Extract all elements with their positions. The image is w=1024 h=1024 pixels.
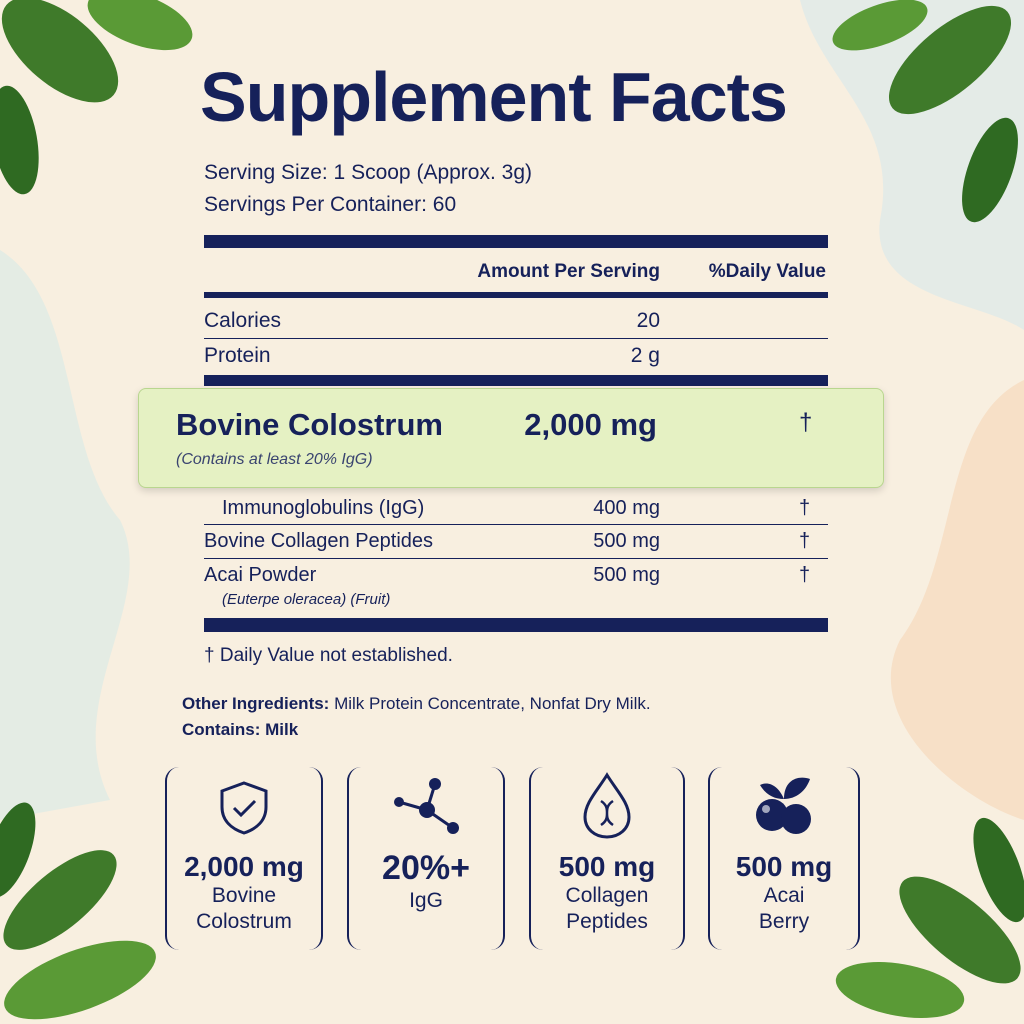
badge-label: Colostrum xyxy=(196,910,292,933)
badge-value: 2,000 mg xyxy=(184,851,304,882)
row-name: Calories xyxy=(204,309,282,332)
badge-value: 500 mg xyxy=(735,851,833,882)
badge: 20%+ IgG xyxy=(347,767,505,950)
badge-label: Collagen xyxy=(565,884,649,907)
row-name: Bovine Colostrum xyxy=(176,407,443,442)
molecule-icon xyxy=(394,778,459,834)
divider xyxy=(204,375,828,386)
row-amount: 500 mg xyxy=(593,530,660,552)
badge-label: Peptides xyxy=(566,910,648,933)
row-name: Immunoglobulins (IgG) xyxy=(222,497,425,519)
row-amount: 2,000 mg xyxy=(524,407,657,442)
divider xyxy=(204,618,828,632)
text: Milk Protein Concentrate, Nonfat Dry Mil… xyxy=(334,694,651,713)
badge-label: IgG xyxy=(409,889,443,912)
row-note: (Euterpe oleracea) (Fruit) xyxy=(222,591,391,608)
divider xyxy=(204,338,828,339)
badge: 2,000 mg Bovine Colostrum xyxy=(165,767,323,950)
row-amount: 20 xyxy=(636,309,660,332)
berry-icon xyxy=(756,777,811,834)
badge-label: Berry xyxy=(758,910,810,933)
drop-icon xyxy=(583,772,631,839)
serving-size: Serving Size: 1 Scoop (Approx. 3g) xyxy=(204,161,533,184)
row-dv: † xyxy=(799,564,811,586)
badge-label: Acai xyxy=(763,884,805,907)
badge: 500 mg Acai Berry xyxy=(708,767,860,950)
badge-value: 20%+ xyxy=(382,849,470,887)
divider xyxy=(204,558,828,559)
title: Supplement Facts xyxy=(200,58,788,136)
shield-icon xyxy=(220,781,268,835)
row-dv: † xyxy=(799,497,811,519)
divider xyxy=(204,524,828,525)
row-amount: 400 mg xyxy=(593,497,660,519)
row-name: Bovine Collagen Peptides xyxy=(204,530,434,552)
row-amount: 500 mg xyxy=(593,564,660,586)
label: Other Ingredients: xyxy=(182,694,330,713)
row-note: (Contains at least 20% IgG) xyxy=(176,451,373,468)
contains: Contains: Milk xyxy=(182,720,299,739)
column-header: %Daily Value xyxy=(708,261,826,282)
badge: 500 mg Collagen Peptides xyxy=(529,767,685,950)
other-ingredients: Other Ingredients: Milk Protein Concentr… xyxy=(182,695,651,712)
row-name: Acai Powder xyxy=(204,564,317,586)
row-dv: † xyxy=(799,409,813,436)
divider xyxy=(204,235,828,248)
highlight-row: Bovine Colostrum 2,000 mg † (Contains at… xyxy=(138,388,884,488)
row-name: Protein xyxy=(204,344,271,367)
footnote: † Daily Value not established. xyxy=(204,645,453,666)
column-header: Amount Per Serving xyxy=(477,261,660,282)
divider xyxy=(204,292,828,298)
row-amount: 2 g xyxy=(630,344,660,367)
badge-label: Bovine xyxy=(211,884,277,907)
row-dv: † xyxy=(799,530,811,552)
badge-value: 500 mg xyxy=(558,851,656,882)
servings-per-container: Servings Per Container: 60 xyxy=(204,193,457,216)
